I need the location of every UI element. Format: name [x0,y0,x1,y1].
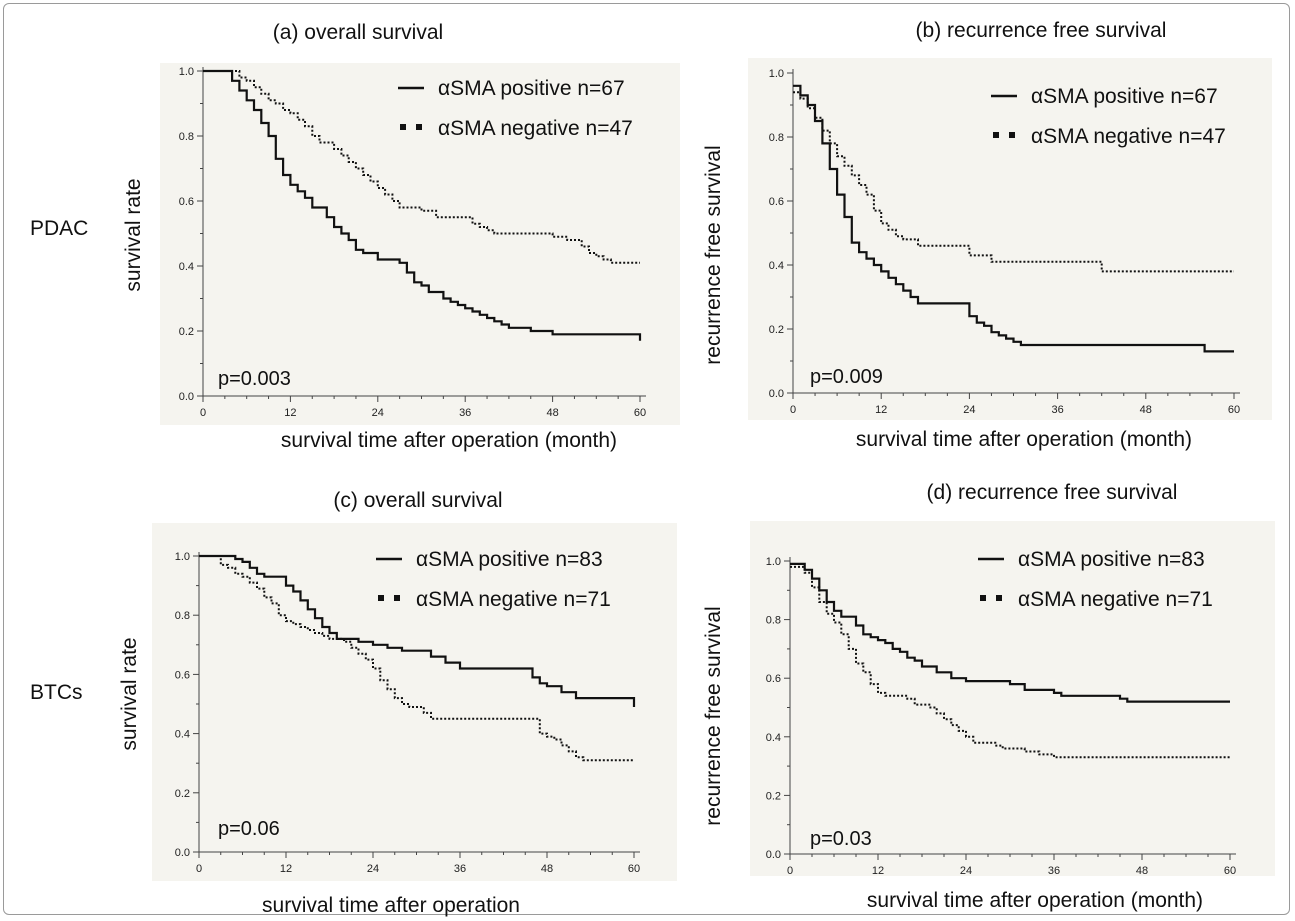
x-tick-label: 0 [196,863,202,875]
legend-label: αSMA negative n=71 [416,588,611,611]
series-negative-curve [790,565,1230,759]
x-tick-label: 48 [546,407,558,419]
y-tick-label: 1.0 [769,68,784,80]
p-value-label: p=0.009 [810,366,883,388]
y-tick-label: 0.8 [769,132,784,144]
legend-label: αSMA positive n=67 [1031,85,1218,108]
y-axis-label: survival rate [122,178,145,291]
x-tick-label: 12 [280,863,292,875]
plot-background [750,521,1275,876]
x-tick-label: 48 [1140,404,1152,416]
x-tick-label: 48 [1136,865,1148,877]
legend-swatch-negative-a [993,132,999,138]
series-positive-curve [203,69,642,341]
legend-swatch-negative-a [400,124,406,130]
x-tick-label: 36 [459,407,471,419]
legend-swatch-negative-b [996,595,1002,601]
panel-a: (a) overall survival 0.0 0.2 0.4 0.6 0.8 1.0 0 1… [122,21,680,452]
legend-label: αSMA negative n=47 [1031,125,1226,148]
x-tick-label: 0 [200,407,206,419]
x-axis-label: survival time after operation [262,894,520,917]
plot-background [160,63,680,425]
legend-label: αSMA positive n=67 [438,77,625,100]
x-tick-label: 24 [367,863,379,875]
y-tick-label: 0.6 [179,196,194,208]
series-negative-curve [203,70,640,264]
x-tick-label: 24 [960,865,972,877]
panel-d: (d) recurrence free survival 0.0 0.2 0.4 0.6… [702,481,1275,912]
series-positive-curve [793,84,1234,353]
y-tick-label: 0.2 [175,788,190,800]
y-tick-label: 0.2 [769,324,784,336]
x-tick-label: 0 [787,865,793,877]
legend-label: αSMA positive n=83 [416,548,603,571]
y-tick-label: 0.6 [769,196,784,208]
x-tick-label: 12 [872,865,884,877]
y-axis-label: recurrence free survival [702,606,725,825]
x-tick-label: 36 [1048,865,1060,877]
x-tick-label: 36 [1051,404,1063,416]
chart-title: (b) recurrence free survival [916,19,1167,42]
y-tick-label: 1.0 [179,66,194,78]
y-tick-label: 0.2 [179,326,194,338]
y-tick-label: 0.8 [766,615,781,627]
y-axis-label: recurrence free survival [702,145,725,364]
legend-label: αSMA positive n=83 [1018,548,1205,571]
p-value-label: p=0.003 [218,368,291,390]
legend-swatch-negative-b [416,124,422,130]
y-tick-label: 0.0 [175,847,190,859]
series-negative-curve [199,555,634,762]
x-tick-label: 60 [628,863,640,875]
y-tick-label: 0.4 [179,261,194,273]
x-tick-label: 0 [790,404,796,416]
legend-label: αSMA negative n=71 [1018,588,1213,611]
chart-title: (a) overall survival [273,21,443,44]
panel-b: (b) recurrence free survival 0.0 0.2 0.4 0.6… [702,19,1272,451]
x-tick-label: 60 [634,407,646,419]
plot-background [152,523,677,881]
legend-label: αSMA negative n=47 [438,117,633,140]
series-positive-curve [199,554,636,707]
x-tick-label: 12 [284,407,296,419]
y-axis-label: survival rate [118,637,141,750]
legend-swatch-negative-a [980,595,986,601]
chart-title: (d) recurrence free survival [927,481,1178,504]
series-negative-curve [793,91,1234,273]
series-positive-curve [790,562,1230,703]
row-label-btcs: BTCs [30,681,83,704]
chart-title: (c) overall survival [333,489,502,512]
y-tick-label: 0.2 [766,790,781,802]
panel-c: (c) overall survival 0.0 0.2 0.4 0.6 0.8 1.0 0 1… [118,489,677,917]
x-tick-label: 36 [454,863,466,875]
x-tick-label: 12 [875,404,887,416]
y-tick-label: 0.4 [769,260,784,272]
x-tick-label: 60 [1228,404,1240,416]
row-label-pdac: PDAC [30,217,89,240]
x-tick-label: 24 [372,407,384,419]
y-tick-label: 0.4 [175,729,190,741]
legend-swatch-negative-b [394,595,400,601]
x-tick-label: 24 [963,404,975,416]
x-tick-label: 48 [541,863,553,875]
y-tick-label: 0.4 [766,732,781,744]
x-axis-label: survival time after operation (month) [856,428,1192,451]
y-tick-label: 1.0 [766,556,781,568]
x-tick-label: 60 [1224,865,1236,877]
plot-background [748,58,1272,420]
y-tick-label: 0.6 [175,669,190,681]
y-tick-label: 0.0 [179,391,194,403]
p-value-label: p=0.03 [810,828,872,850]
legend-swatch-negative-a [378,595,384,601]
y-tick-label: 0.8 [179,131,194,143]
x-axis-label: survival time after operation (month) [281,429,617,452]
y-tick-label: 1.0 [175,551,190,563]
y-tick-label: 0.8 [175,610,190,622]
x-axis-label: survival time after operation (month) [867,889,1203,912]
y-tick-label: 0.0 [769,388,784,400]
p-value-label: p=0.06 [218,818,280,840]
y-tick-label: 0.6 [766,673,781,685]
y-tick-label: 0.0 [766,849,781,861]
legend-swatch-negative-b [1009,132,1015,138]
